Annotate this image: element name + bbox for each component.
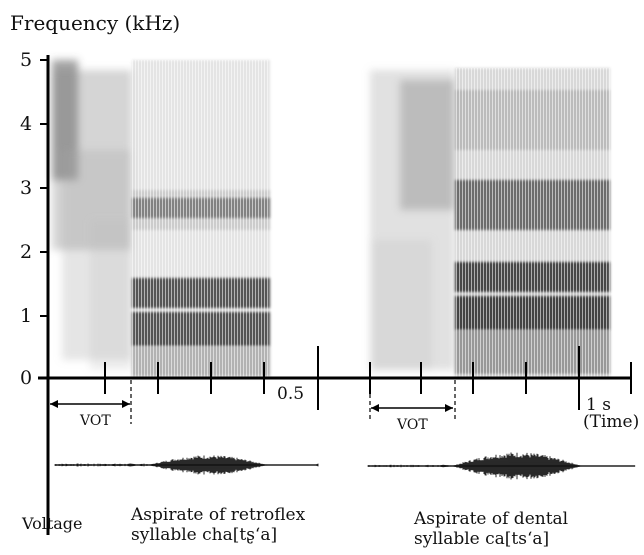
caption-right-line2: syllable ca[tsʻa] [414,528,550,549]
y-tick-label-2: 2 [20,241,33,263]
y-axis-title: Frequency (kHz) [10,11,181,35]
x-axis-ticks [104,346,632,410]
y-tick-label-4: 4 [20,113,33,135]
vowel-block-right [455,68,610,378]
y-tick-label-1: 1 [20,305,33,327]
caption-left-line2: syllable cha[tʂʻa] [131,524,278,545]
y-tick-label-0: 0 [20,367,33,389]
caption-right: Aspirate of dental syllable ca[tsʻa] [414,509,569,549]
axes [38,55,632,535]
aspiration-noise-left [52,60,132,370]
y-axis-ticks [40,59,48,317]
voltage-label: Voltage [22,514,83,533]
vot-label-left: VOT [80,413,111,429]
vot-label-right: VOT [397,417,428,433]
caption-left: Aspirate of retroflex syllable cha[tʂʻa] [131,505,306,545]
vot-marker-left [50,380,132,424]
x-tick-label-1s: 1 s [586,395,611,415]
waveform-right [367,452,636,480]
vowel-block-left [132,60,270,378]
y-tick-label-5: 5 [20,49,33,71]
spectrogram-dental [370,68,610,378]
vot-marker-right [369,380,456,420]
caption-right-line1: Aspirate of dental [414,509,569,529]
y-tick-label-3: 3 [20,177,33,199]
x-tick-label-0-5: 0.5 [277,384,305,404]
spectrogram-retroflex [52,60,270,378]
caption-left-line1: Aspirate of retroflex [131,505,306,525]
waveform-left [54,455,319,475]
x-axis-unit: (Time) [583,412,640,432]
aspiration-noise-right [370,70,455,370]
